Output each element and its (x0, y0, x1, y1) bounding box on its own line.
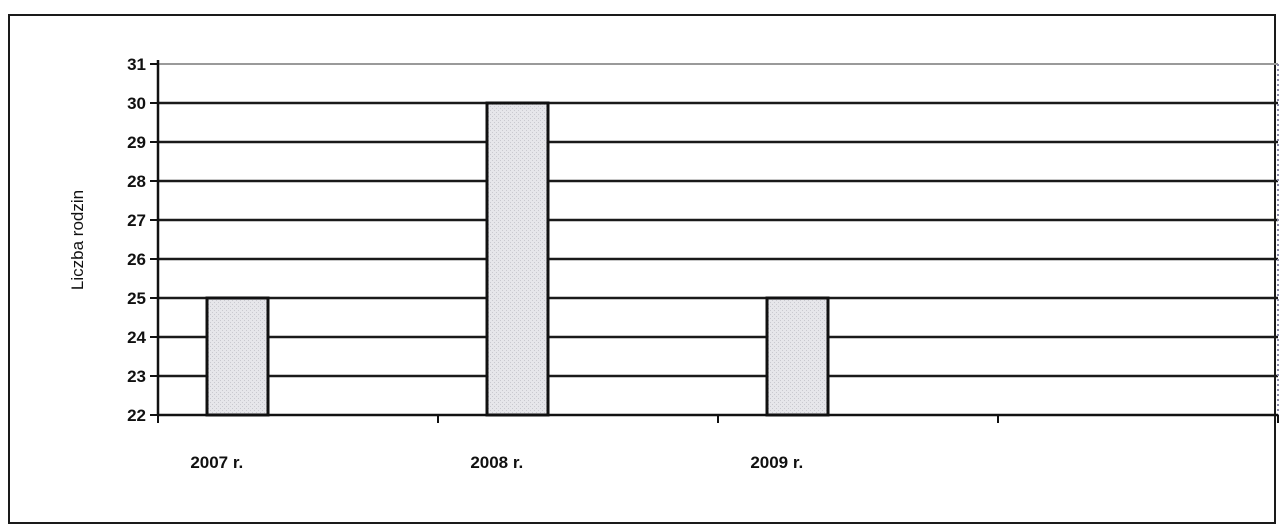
y-tick-label: 24 (127, 328, 146, 347)
y-tick-label: 31 (127, 55, 146, 74)
y-tick-label: 25 (127, 289, 146, 308)
y-tick-label: 22 (127, 406, 146, 425)
bar-2 (485, 101, 550, 417)
y-tick-label: 26 (127, 250, 146, 269)
x-category-label: 2007 r. (190, 453, 243, 472)
y-tick-label: 28 (127, 172, 146, 191)
x-category-label: 2009 r. (750, 453, 803, 472)
y-tick-label: 30 (127, 94, 146, 113)
chart-frame (8, 14, 1276, 524)
labels: 22 23 24 25 26 27 28 29 30 31 2007 r. 2008 r. 2009 r… (127, 55, 803, 472)
y-tick-label: 29 (127, 133, 146, 152)
gridlines (158, 63, 1278, 378)
axes (150, 60, 1279, 423)
bar-1 (205, 296, 270, 417)
x-category-label: 2008 r. (470, 453, 523, 472)
bar-3 (765, 296, 830, 417)
y-tick-label: 27 (127, 211, 146, 230)
y-tick-label: 23 (127, 367, 146, 386)
y-axis-title: Liczba rodzin (68, 190, 87, 290)
